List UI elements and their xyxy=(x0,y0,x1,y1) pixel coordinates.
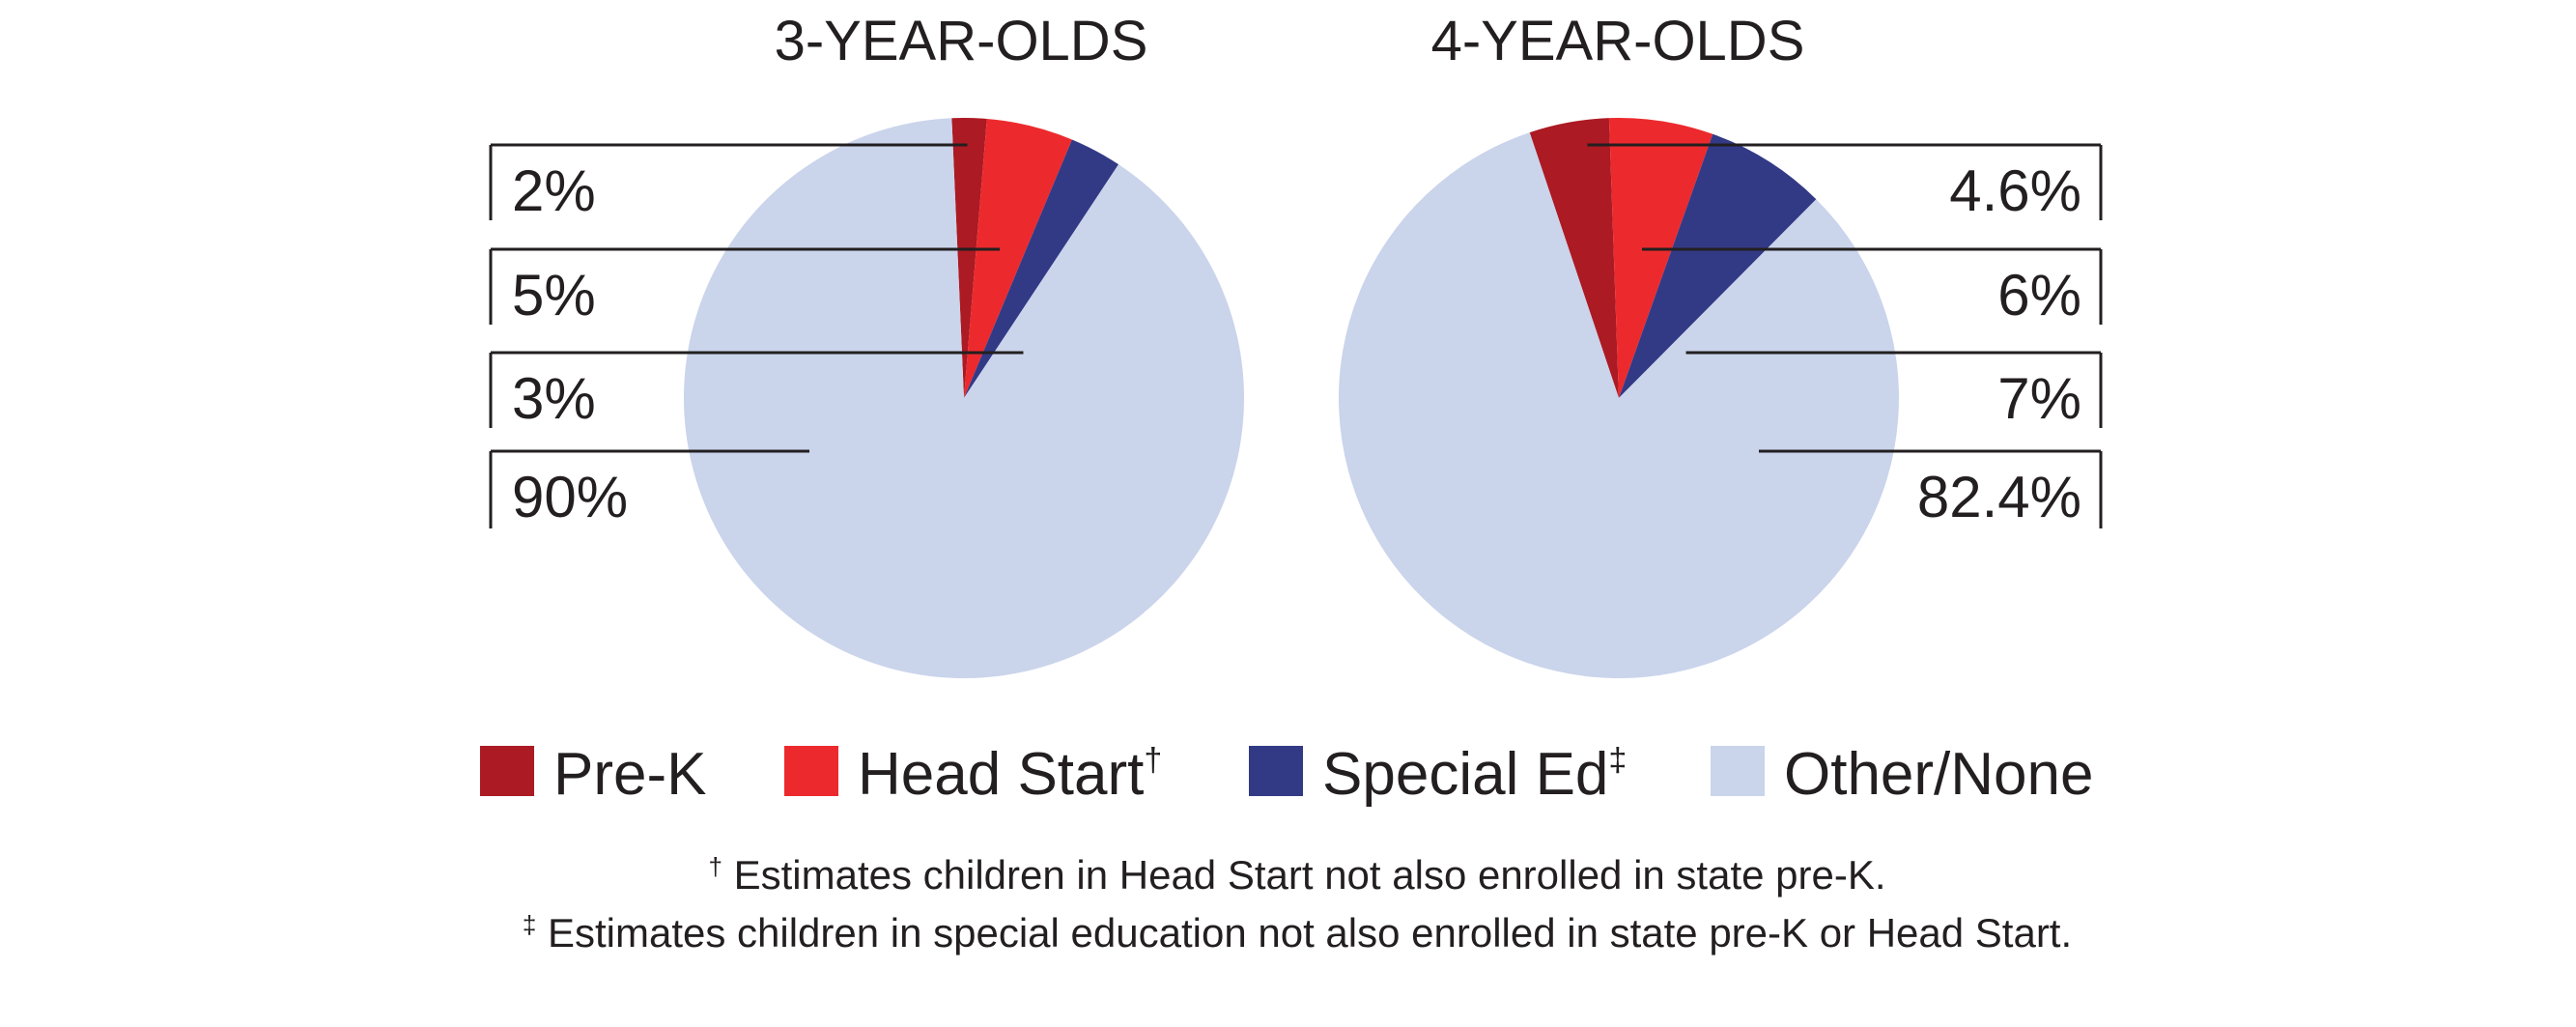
footnotes: † Estimates children in Head Start not a… xyxy=(523,852,2072,956)
legend-swatch-pre-k xyxy=(480,746,534,796)
pct-label-pre-k-3-year-olds: 2% xyxy=(512,158,596,223)
svg-text:Special Ed‡: Special Ed‡ xyxy=(1322,741,1627,808)
pie-slice-other-none-3-year-olds xyxy=(683,118,1244,679)
legend-item-special-ed: Special Ed‡ xyxy=(1249,741,1627,808)
svg-text:Head Start†: Head Start† xyxy=(858,741,1162,808)
pie-slice-head-start-4-year-olds xyxy=(1608,118,1713,398)
pie-slice-head-start-3-year-olds xyxy=(964,118,1072,398)
legend-item-other-none: Other/None xyxy=(1711,741,2094,808)
legend-label-pre-k: Pre-K xyxy=(553,741,706,808)
footnote-head-start: † Estimates children in Head Start not a… xyxy=(708,852,1885,898)
legend-label-other-none: Other/None xyxy=(1784,741,2094,808)
pie-slice-special-ed-4-year-olds xyxy=(1619,133,1817,398)
pie-slice-pre-k-4-year-olds xyxy=(1529,118,1619,398)
pct-label-other-none-4-year-olds: 82.4% xyxy=(1917,465,2081,529)
footnote-mark-double-dagger: ‡ xyxy=(523,910,536,939)
pie-chart-3-year-olds: 3-YEAR-OLDS 2% 5% 3% 90% xyxy=(489,10,1244,679)
svg-text:Other/None: Other/None xyxy=(1784,741,2094,808)
footnote-text-head-start: Estimates children in Head Start not als… xyxy=(722,852,1886,898)
footnote-text-special-ed: Estimates children in special education … xyxy=(536,910,2072,956)
legend-mark-dagger: † xyxy=(1144,742,1162,779)
pie-slice-special-ed-3-year-olds xyxy=(964,139,1119,398)
pct-label-head-start-3-year-olds: 5% xyxy=(512,263,596,328)
legend-swatch-other-none xyxy=(1711,746,1765,796)
footnote-mark-dagger: † xyxy=(708,852,722,881)
pie-slice-other-none-4-year-olds xyxy=(1339,132,1900,679)
pct-label-other-none-3-year-olds: 90% xyxy=(512,465,628,529)
pct-label-special-ed-4-year-olds: 7% xyxy=(1997,366,2081,431)
pie-slice-pre-k-3-year-olds xyxy=(951,117,987,398)
legend-label-head-start: Head Start xyxy=(858,741,1144,808)
legend: Pre-K Head Start† Special Ed‡ Other/None xyxy=(480,741,2094,808)
legend-item-pre-k: Pre-K xyxy=(480,741,706,808)
pct-label-special-ed-3-year-olds: 3% xyxy=(512,366,596,431)
legend-swatch-head-start xyxy=(784,746,838,796)
legend-mark-double-dagger: ‡ xyxy=(1608,742,1627,779)
chart-title-3-year-olds: 3-YEAR-OLDS xyxy=(775,10,1148,72)
legend-label-special-ed: Special Ed xyxy=(1322,741,1608,808)
pct-label-head-start-4-year-olds: 6% xyxy=(1997,263,2081,328)
legend-item-head-start: Head Start† xyxy=(784,741,1162,808)
chart-title-4-year-olds: 4-YEAR-OLDS xyxy=(1431,10,1805,72)
svg-text:Pre-K: Pre-K xyxy=(553,741,706,808)
footnote-special-ed: ‡ Estimates children in special educatio… xyxy=(523,910,2072,956)
pie-chart-4-year-olds: 4-YEAR-OLDS 4.6% 6% 7% 82.4% xyxy=(1339,10,2103,679)
legend-swatch-special-ed xyxy=(1249,746,1303,796)
pct-label-pre-k-4-year-olds: 4.6% xyxy=(1949,158,2081,223)
